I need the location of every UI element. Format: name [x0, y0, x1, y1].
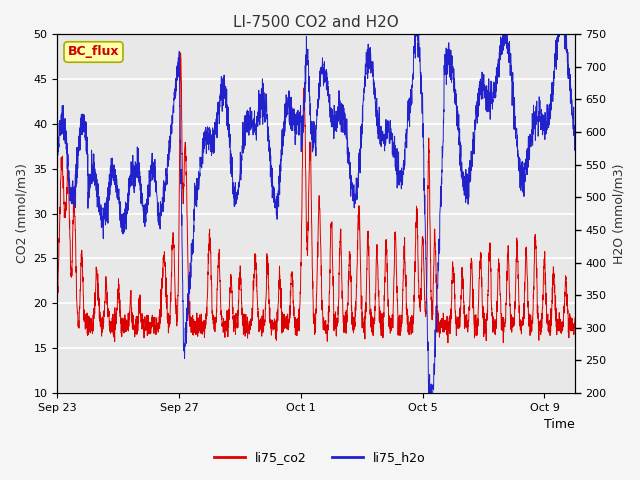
li75_h2o	[506, 38, 513, 44]
X-axis label: Time: Time	[544, 419, 575, 432]
li75_co2	[506, 286, 513, 292]
li75_h2o	[113, 173, 120, 179]
Y-axis label: H2O (mmol/m3): H2O (mmol/m3)	[612, 163, 625, 264]
li75_co2	[113, 320, 120, 325]
li75_co2	[54, 293, 61, 299]
li75_co2	[252, 261, 260, 266]
li75_h2o	[561, 28, 569, 34]
Text: BC_flux: BC_flux	[68, 46, 119, 59]
Line: li75_h2o: li75_h2o	[58, 31, 575, 393]
li75_co2	[444, 340, 452, 346]
li75_h2o	[275, 188, 282, 193]
Line: li75_co2: li75_co2	[58, 53, 575, 343]
li75_co2	[143, 322, 151, 328]
li75_h2o	[412, 28, 419, 34]
li75_co2	[177, 50, 184, 56]
li75_co2	[571, 315, 579, 321]
Y-axis label: CO2 (mmol/m3): CO2 (mmol/m3)	[15, 164, 28, 264]
li75_co2	[275, 299, 282, 305]
li75_h2o	[425, 390, 433, 396]
li75_h2o	[54, 147, 61, 153]
li75_h2o	[252, 123, 260, 129]
li75_h2o	[143, 205, 151, 211]
li75_co2	[561, 289, 569, 295]
Title: LI-7500 CO2 and H2O: LI-7500 CO2 and H2O	[233, 15, 399, 30]
Legend: li75_co2, li75_h2o: li75_co2, li75_h2o	[209, 446, 431, 469]
li75_h2o	[571, 141, 579, 146]
